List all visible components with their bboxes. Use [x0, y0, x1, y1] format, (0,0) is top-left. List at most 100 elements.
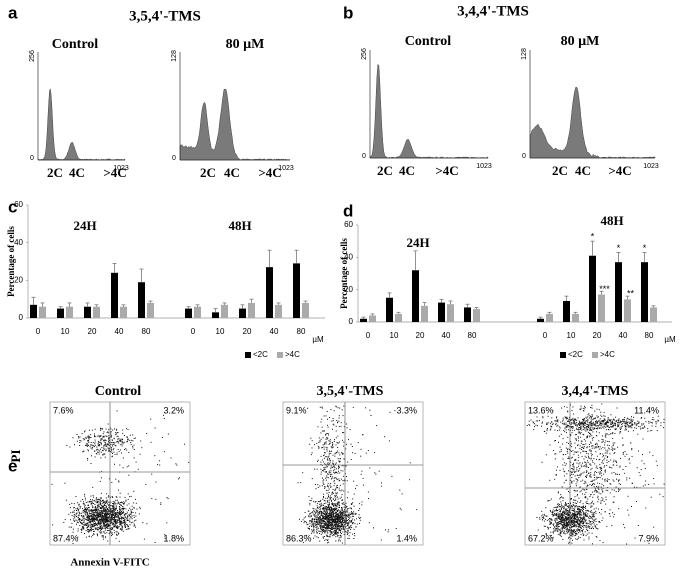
dot [358, 510, 359, 511]
dot [554, 440, 555, 441]
dot [339, 539, 340, 540]
dot [304, 517, 305, 518]
dot [87, 517, 88, 518]
dot [573, 520, 574, 521]
dot [583, 506, 584, 507]
dot [104, 532, 105, 533]
dot [320, 528, 321, 529]
dot [317, 527, 318, 528]
dot [334, 520, 335, 521]
dot [309, 444, 310, 445]
ploidy-label: 4C [399, 163, 415, 178]
dot [580, 517, 581, 518]
dot [558, 503, 559, 504]
dot [83, 527, 84, 528]
dot [313, 538, 314, 539]
quadrant-percent: 3.2% [163, 405, 184, 415]
dot [394, 410, 395, 411]
bar [360, 319, 367, 322]
dot [151, 474, 152, 475]
dot [313, 514, 314, 515]
dot [94, 500, 95, 501]
ploidy-label: 2C [47, 165, 63, 180]
dot [571, 538, 572, 539]
plot-title: 3,5,4'-TMS [317, 384, 384, 399]
dot [590, 494, 591, 495]
dot [583, 466, 584, 467]
dot [324, 443, 325, 444]
dot [336, 529, 337, 530]
dot [95, 510, 96, 511]
dot [558, 513, 559, 514]
dot [129, 515, 130, 516]
dot [347, 516, 348, 517]
dot [571, 522, 572, 523]
dot [327, 466, 328, 467]
dot [369, 467, 370, 468]
dot [578, 538, 579, 539]
x-tick-label: 40 [270, 327, 279, 336]
dot [319, 531, 320, 532]
dot [315, 484, 316, 485]
dot [591, 435, 592, 436]
dot [81, 529, 82, 530]
dot [329, 472, 330, 473]
dot [85, 514, 86, 515]
dot [610, 460, 611, 461]
dot [353, 516, 354, 517]
dot [339, 408, 340, 409]
dot [555, 530, 556, 531]
dot [93, 506, 94, 507]
dot [603, 415, 604, 416]
dot [579, 523, 580, 524]
dot [333, 522, 334, 523]
dot [320, 440, 321, 441]
dot [91, 515, 92, 516]
dot [321, 456, 322, 457]
dot [75, 520, 76, 521]
dot [105, 509, 106, 510]
dot [583, 521, 584, 522]
dot [581, 507, 582, 508]
significance-label: * [643, 243, 647, 253]
dot [596, 490, 597, 491]
dot [329, 417, 330, 418]
dot [122, 517, 123, 518]
dot [582, 510, 583, 511]
dot [128, 510, 129, 511]
dot [572, 410, 573, 411]
dot [105, 457, 106, 458]
dot [320, 518, 321, 519]
dot [325, 531, 326, 532]
dot [99, 436, 100, 437]
dot [543, 516, 544, 517]
histogram-shape [530, 87, 655, 158]
dot [76, 524, 77, 525]
dot [107, 520, 108, 521]
dot [327, 542, 328, 543]
dot [591, 528, 592, 529]
dot [327, 513, 328, 514]
ploidy-label: 2C [377, 163, 393, 178]
dot [146, 433, 147, 434]
dot [342, 509, 343, 510]
dot [334, 505, 335, 506]
dot [613, 502, 614, 503]
dot [582, 444, 583, 445]
dot [52, 484, 53, 485]
dot [342, 519, 343, 520]
dot [325, 513, 326, 514]
dot [573, 502, 574, 503]
dot [574, 525, 575, 526]
dot [333, 493, 334, 494]
dot [108, 445, 109, 446]
dot [106, 511, 107, 512]
dot [117, 453, 118, 454]
y-max-label: 256 [29, 50, 36, 62]
dot [320, 500, 321, 501]
dot [327, 508, 328, 509]
dot [541, 515, 542, 516]
dot [586, 502, 587, 503]
x-tick-label: 20 [243, 327, 252, 336]
dot [563, 500, 564, 501]
